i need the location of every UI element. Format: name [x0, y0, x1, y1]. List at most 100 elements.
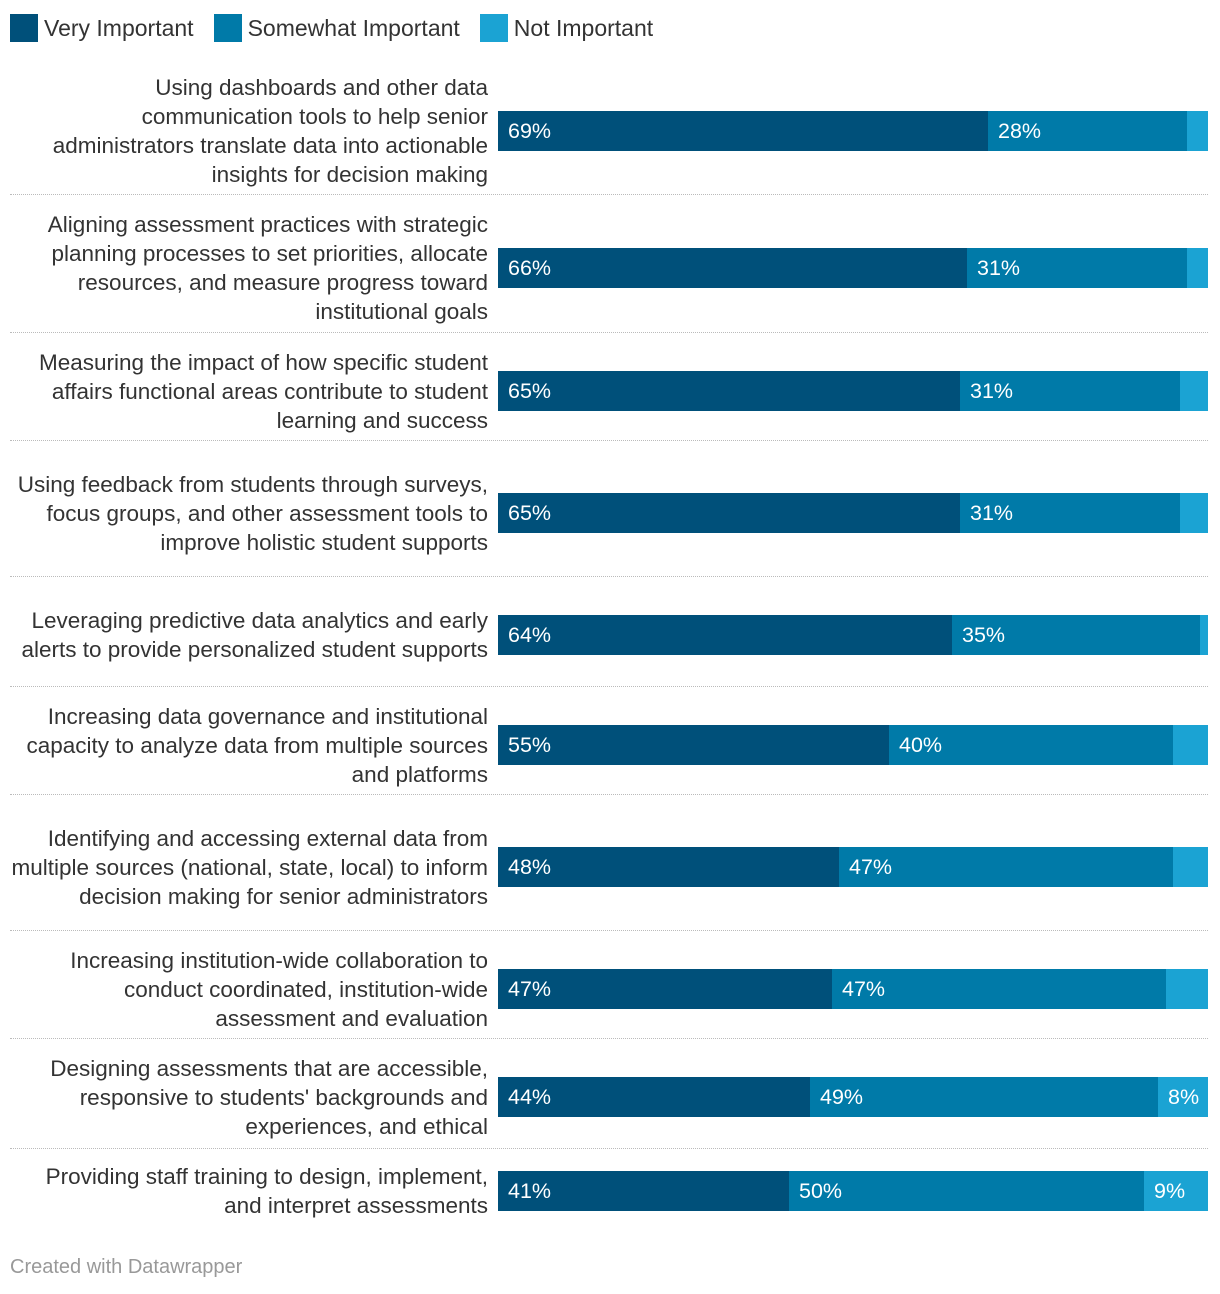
legend-label: Somewhat Important [247, 14, 460, 41]
data-label: 66% [508, 256, 552, 280]
bar-segment-not-important [1187, 111, 1208, 151]
bar-segment-somewhat-important: 49% [810, 1077, 1158, 1117]
bar-segment-somewhat-important: 31% [967, 248, 1187, 288]
category-label: Designing assessments that are accessibl… [50, 1056, 488, 1139]
stacked-bar: 66% 31% [498, 248, 1208, 288]
chart-row: Aligning assessment practices with strat… [0, 204, 1220, 332]
data-label: 50% [799, 1179, 843, 1203]
bar-segment-somewhat-important: 28% [988, 111, 1187, 151]
legend-swatch-somewhat-important [213, 14, 242, 42]
data-label: 47% [849, 855, 893, 879]
bar-segment-very-important: 47% [498, 969, 832, 1009]
row-separator [10, 794, 1208, 795]
bar-segment-very-important: 65% [498, 371, 960, 411]
bar-segment-very-important: 55% [498, 725, 889, 765]
stacked-bar: 65% 31% [498, 493, 1208, 533]
data-label: 8% [1168, 1085, 1200, 1109]
chart-row: Identifying and accessing external data … [0, 804, 1220, 930]
data-label: 65% [508, 379, 552, 403]
data-label: 69% [508, 119, 552, 143]
bar-segment-somewhat-important: 35% [952, 615, 1200, 655]
bar-segment-somewhat-important: 47% [832, 969, 1166, 1009]
bar-segment-not-important [1180, 371, 1208, 411]
stacked-bar: 48% 47% [498, 847, 1208, 887]
row-separator [10, 194, 1208, 195]
bar-segment-somewhat-important: 40% [889, 725, 1173, 765]
data-label: 55% [508, 733, 552, 757]
data-label: 49% [820, 1085, 864, 1109]
row-separator [10, 1038, 1208, 1039]
data-label: 28% [998, 119, 1042, 143]
data-label: 31% [970, 501, 1014, 525]
bar-segment-very-important: 48% [498, 847, 839, 887]
legend-swatch-not-important [479, 14, 508, 42]
data-label: 48% [508, 855, 552, 879]
bar-segment-not-important [1200, 615, 1208, 655]
legend-item-not-important: Not Important [479, 14, 654, 42]
legend-item-very-important: Very Important [10, 14, 194, 42]
row-separator [10, 1148, 1208, 1149]
category-label: Increasing institution-wide collaboratio… [70, 948, 488, 1031]
bar-segment-very-important: 66% [498, 248, 967, 288]
data-label: 31% [977, 256, 1021, 280]
row-separator [10, 440, 1208, 441]
category-label: Using dashboards and other data communic… [52, 75, 488, 187]
row-separator [10, 930, 1208, 931]
bar-segment-somewhat-important: 31% [960, 493, 1180, 533]
category-label: Aligning assessment practices with strat… [47, 212, 488, 324]
category-label: Providing staff training to design, impl… [45, 1164, 488, 1218]
stacked-bar: 65% 31% [498, 371, 1208, 411]
data-label: 40% [899, 733, 943, 757]
bar-segment-very-important: 65% [498, 493, 960, 533]
data-label: 35% [962, 623, 1006, 647]
chart-row: Using feedback from students through sur… [0, 450, 1220, 576]
legend-swatch-very-important [10, 14, 38, 42]
stacked-bar: 69% 28% [498, 111, 1208, 151]
bar-segment-not-important [1173, 847, 1208, 887]
bar-segment-very-important: 64% [498, 615, 952, 655]
data-label: 31% [970, 379, 1014, 403]
row-separator [10, 576, 1208, 577]
stacked-bar: 55% 40% [498, 725, 1208, 765]
chart-row: Using dashboards and other data communic… [0, 68, 1220, 194]
category-label: Identifying and accessing external data … [11, 826, 488, 909]
footer-credit: Created with Datawrapper [10, 1256, 243, 1278]
category-label: Leveraging predictive data analytics and… [21, 608, 488, 662]
bar-segment-not-important: 9% [1144, 1171, 1208, 1211]
bar-segment-somewhat-important: 50% [789, 1171, 1144, 1211]
bar-segment-not-important [1166, 969, 1208, 1009]
legend-label: Very Important [44, 14, 194, 41]
stacked-bar: 44% 49% 8% [498, 1077, 1208, 1117]
category-label: Increasing data governance and instituti… [26, 704, 488, 787]
data-label: 65% [508, 501, 552, 525]
bar-segment-very-important: 69% [498, 111, 988, 151]
category-label: Measuring the impact of how specific stu… [39, 350, 488, 433]
stacked-bar: 64% 35% [498, 615, 1208, 655]
data-label: 9% [1154, 1179, 1186, 1203]
bar-segment-somewhat-important: 31% [960, 371, 1180, 411]
legend: Very Important Somewhat Important Not Im… [10, 12, 673, 44]
chart-row: Measuring the impact of how specific stu… [0, 342, 1220, 440]
bar-segment-very-important: 44% [498, 1077, 810, 1117]
chart-row: Leveraging predictive data analytics and… [0, 586, 1220, 684]
data-label: 44% [508, 1085, 552, 1109]
data-label: 41% [508, 1179, 552, 1203]
row-separator [10, 686, 1208, 687]
data-label: 47% [842, 977, 886, 1001]
data-label: 64% [508, 623, 552, 647]
chart-row: Designing assessments that are accessibl… [0, 1048, 1220, 1146]
chart-row: Increasing data governance and instituti… [0, 696, 1220, 794]
stacked-bar: 47% 47% [498, 969, 1208, 1009]
category-label: Using feedback from students through sur… [17, 472, 488, 555]
row-separator [10, 332, 1208, 333]
legend-label: Not Important [513, 14, 654, 41]
data-label: 47% [508, 977, 552, 1001]
bar-segment-somewhat-important: 47% [839, 847, 1173, 887]
legend-item-somewhat-important: Somewhat Important [213, 14, 460, 42]
bar-segment-not-important [1173, 725, 1208, 765]
stacked-bar: 41% 50% 9% [498, 1171, 1208, 1211]
bar-segment-not-important: 8% [1158, 1077, 1208, 1117]
bar-segment-not-important [1180, 493, 1208, 533]
chart-row: Increasing institution-wide collaboratio… [0, 940, 1220, 1038]
